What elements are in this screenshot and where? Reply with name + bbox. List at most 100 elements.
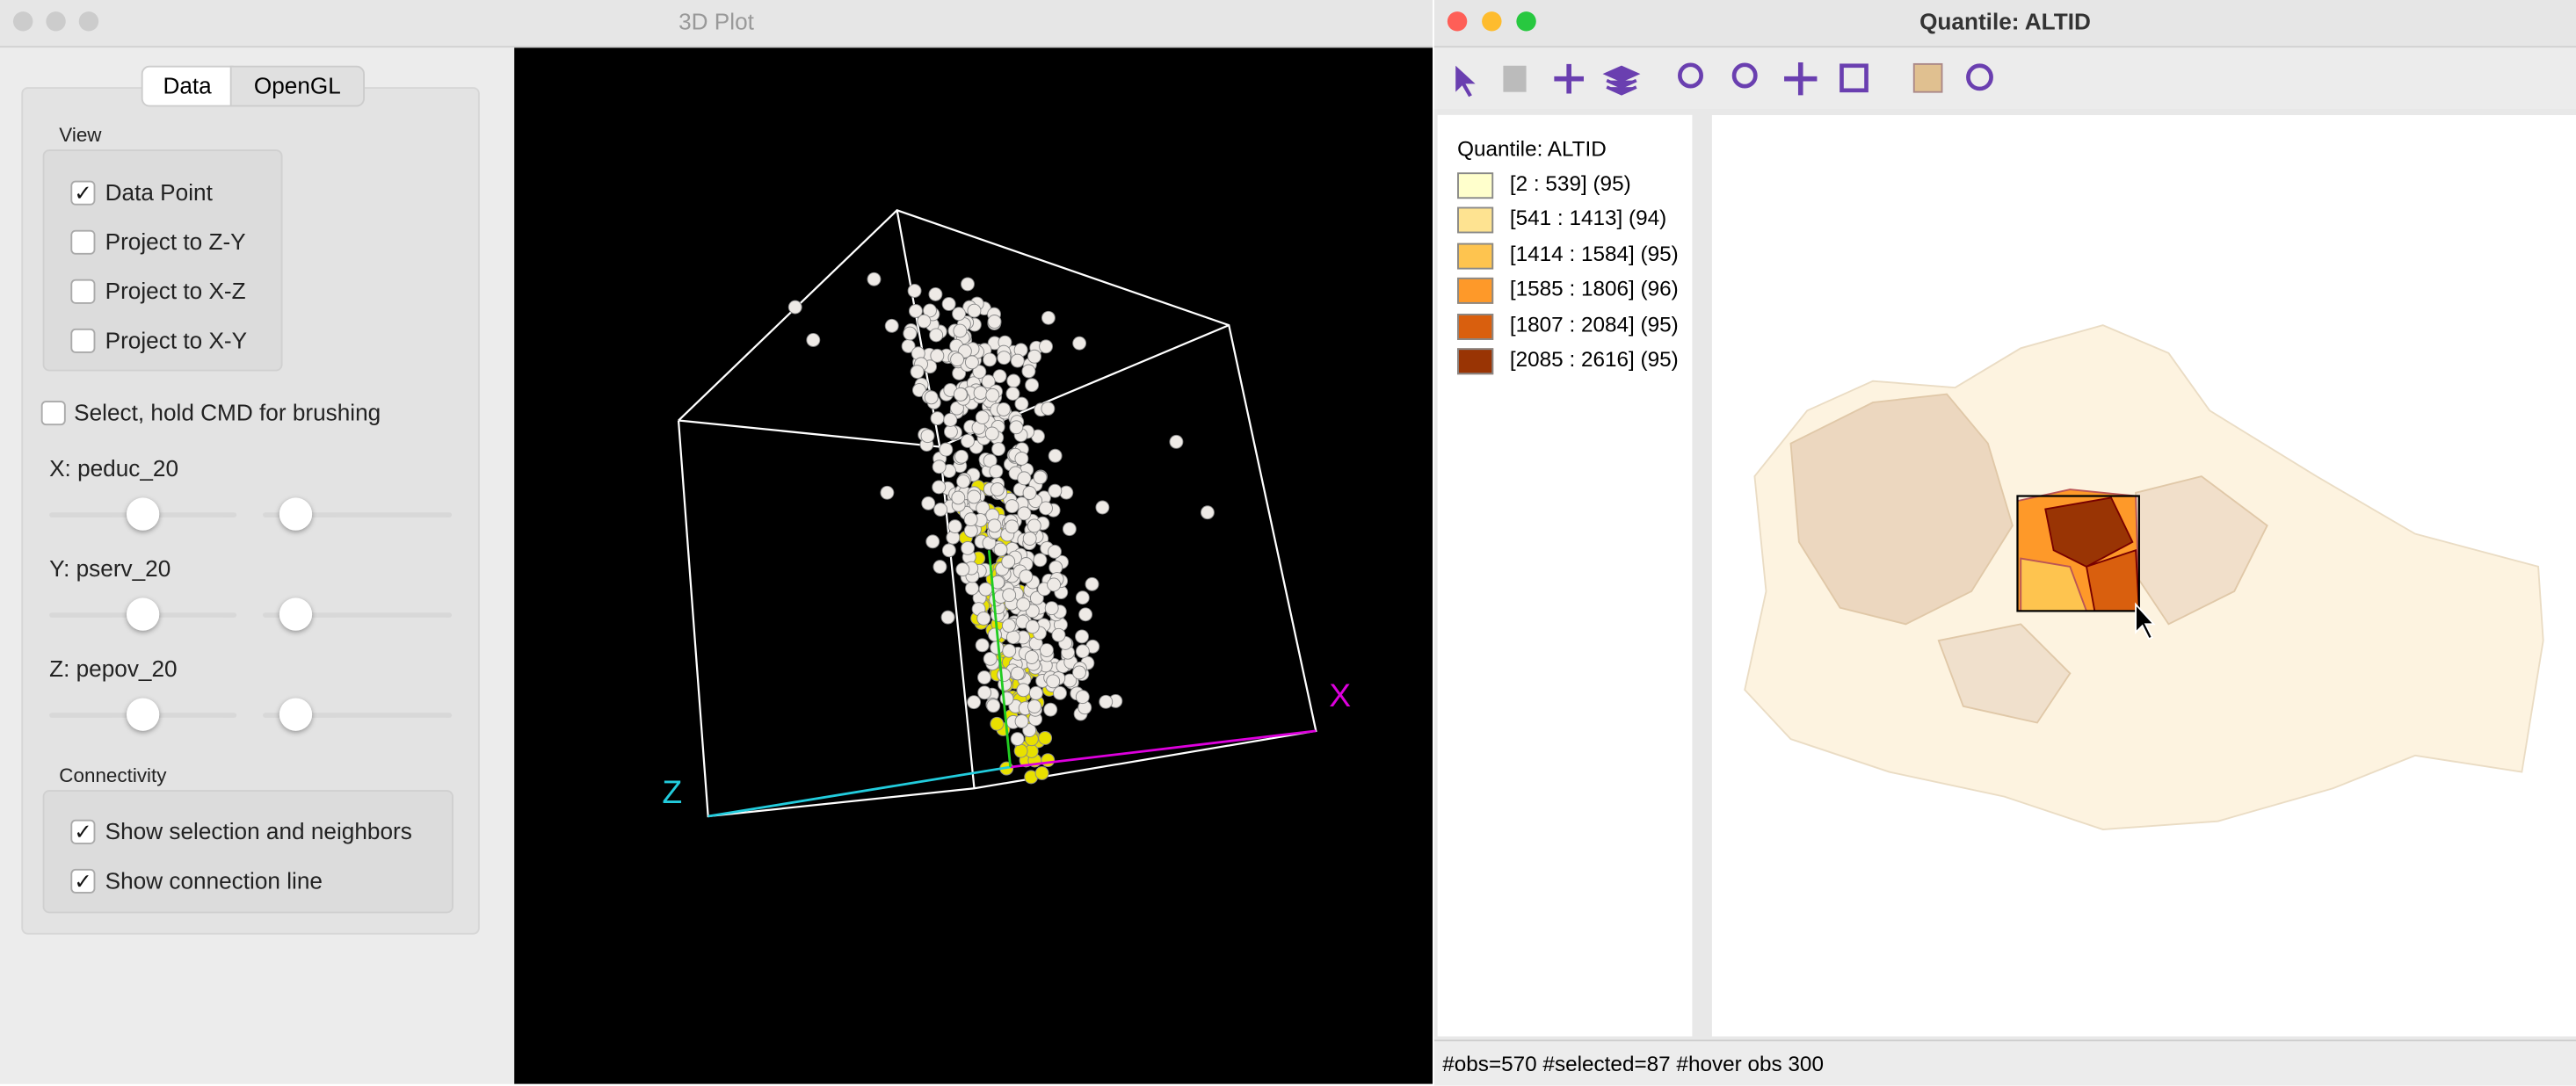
point (1075, 590, 1090, 605)
checkbox[interactable]: ✓ (70, 180, 96, 206)
point (1051, 627, 1066, 642)
slider[interactable] (263, 713, 453, 718)
map-tool[interactable] (1912, 62, 1943, 93)
point (1078, 607, 1093, 622)
point (1046, 674, 1061, 689)
legend-label: [1807 : 2084] (95) (1509, 311, 1679, 337)
point (988, 627, 1002, 642)
region (1789, 393, 2014, 626)
point (1022, 486, 1037, 500)
point (947, 519, 962, 534)
point (1010, 353, 1025, 368)
status-bar: #obs=570 #selected=87 #hover obs 300 (1433, 1039, 2576, 1086)
checkbox-label[interactable]: Project to Z-Y (105, 228, 246, 255)
point (941, 543, 956, 558)
checkbox[interactable] (70, 229, 96, 255)
point (1027, 699, 1041, 713)
slider-knob[interactable] (279, 497, 313, 531)
point (910, 365, 925, 380)
zoom-button[interactable] (78, 11, 99, 32)
slider[interactable] (263, 612, 453, 618)
checkbox[interactable] (70, 328, 96, 353)
point (1048, 483, 1063, 498)
layers-tool[interactable] (1602, 65, 1641, 96)
checkbox-label[interactable]: Show selection and neighbors (105, 817, 412, 844)
slider-knob[interactable] (126, 497, 160, 531)
select-tool[interactable] (1455, 65, 1476, 98)
point (928, 286, 943, 301)
point (943, 424, 958, 439)
point (997, 402, 1011, 416)
window-title: Quantile: ALTID (1919, 8, 2091, 35)
point (977, 670, 991, 684)
point (990, 482, 1005, 496)
title-bar: 3D Plot (0, 0, 1433, 48)
point (1014, 714, 1029, 728)
checkbox[interactable] (70, 279, 96, 304)
point (1075, 690, 1090, 705)
slider-knob[interactable] (279, 698, 313, 731)
checkbox[interactable] (40, 401, 66, 426)
zoom-button[interactable] (1516, 11, 1536, 32)
point (1024, 650, 1039, 664)
point (1095, 500, 1110, 515)
point (923, 303, 937, 318)
point (983, 352, 998, 367)
pan-tool[interactable] (1784, 62, 1818, 96)
point (1085, 576, 1099, 591)
point (1029, 590, 1044, 605)
tab[interactable]: OpenGL (229, 65, 365, 107)
slider-knob[interactable] (126, 597, 160, 631)
point (1016, 683, 1031, 698)
point (975, 410, 990, 424)
checkbox[interactable]: ✓ (70, 868, 96, 894)
map[interactable] (1711, 114, 2576, 1037)
fit-tool[interactable] (1839, 63, 1869, 93)
window-title: 3D Plot (678, 8, 754, 35)
slider[interactable] (263, 512, 453, 518)
tab[interactable]: Data (141, 65, 234, 107)
checkbox-label[interactable]: Data Point (105, 178, 213, 206)
point (867, 272, 882, 286)
point (932, 480, 947, 495)
point (986, 699, 1001, 713)
point (975, 638, 990, 653)
checkbox-label[interactable]: Select, hold CMD for brushing (74, 399, 381, 426)
minimize-button[interactable] (46, 11, 66, 32)
plot-3d[interactable]: Z X (514, 47, 1433, 1084)
point (987, 315, 1002, 329)
point (1044, 601, 1059, 616)
point (961, 433, 975, 448)
close-button[interactable] (12, 11, 33, 32)
close-button[interactable] (1447, 11, 1468, 32)
refresh-tool[interactable] (1966, 63, 1993, 91)
slider-knob[interactable] (279, 597, 313, 631)
point (1002, 588, 1017, 603)
point (953, 323, 968, 338)
section-label: View (59, 123, 102, 147)
slider-knob[interactable] (126, 698, 160, 731)
point (1169, 434, 1184, 449)
copy-tool[interactable] (1503, 65, 1527, 92)
point (1039, 501, 1053, 516)
point (1010, 732, 1025, 747)
point (940, 610, 955, 625)
point (932, 560, 947, 575)
point (1014, 452, 1029, 466)
checkbox-label[interactable]: Project to X-Z (105, 277, 246, 304)
checkbox[interactable]: ✓ (70, 819, 96, 844)
point (1014, 396, 1029, 411)
legend-label: [1414 : 1584] (95) (1509, 241, 1679, 266)
add-tool[interactable] (1554, 63, 1585, 94)
point (1025, 378, 1040, 393)
zoom-out[interactable] (1731, 62, 1758, 89)
checkbox-label[interactable]: Show connection line (105, 866, 323, 894)
point (987, 518, 1002, 533)
point (1099, 694, 1114, 709)
point (1075, 629, 1089, 644)
zoom-in[interactable] (1678, 62, 1703, 89)
checkbox-label[interactable]: Project to X-Y (105, 326, 248, 353)
point (917, 314, 932, 329)
minimize-button[interactable] (1482, 11, 1502, 32)
point (961, 277, 975, 292)
